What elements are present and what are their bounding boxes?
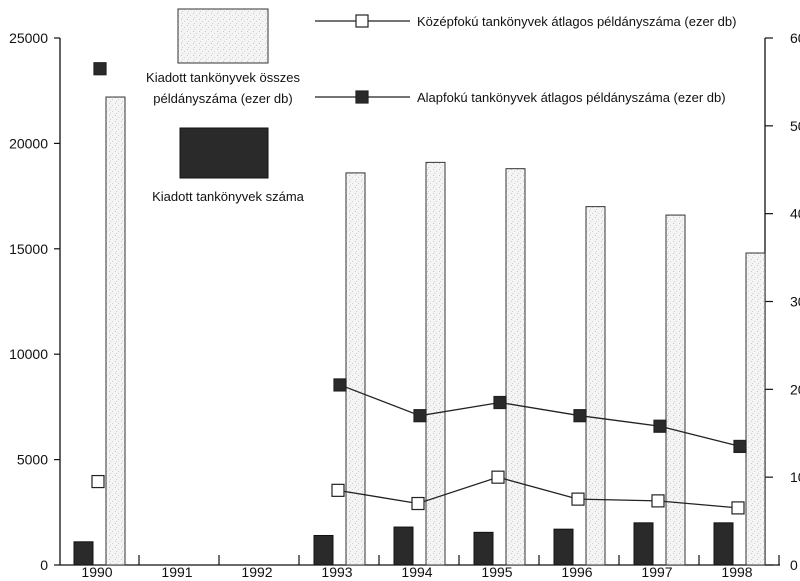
marker-primary-avg: [333, 378, 347, 392]
legend-marker-primary: [355, 90, 369, 104]
bar-total-copies: [425, 161, 446, 566]
legend-swatch-total-copies: [177, 8, 269, 64]
marker-primary-avg: [413, 409, 427, 423]
lines: [91, 62, 747, 515]
legend-label-secondary: Középfokú tankönyvek átlagos példányszám…: [417, 14, 736, 29]
x-tick-label: 1991: [161, 564, 192, 580]
bar-count: [313, 534, 334, 566]
bar-count: [393, 526, 414, 566]
marker-secondary-avg: [731, 501, 745, 515]
bar-count: [633, 522, 654, 566]
marker-secondary-avg: [571, 492, 585, 506]
legend-label-total-copies: példányszáma (ezer db): [153, 91, 292, 106]
left-tick-label: 20000: [9, 135, 48, 151]
legend-swatch-count: [179, 127, 269, 179]
marker-secondary-avg: [651, 494, 665, 508]
legend-marker-secondary: [355, 14, 369, 28]
bar-total-copies: [745, 252, 766, 566]
x-tick-label: 1990: [81, 564, 112, 580]
x-tick-label: 1998: [721, 564, 752, 580]
legend-label-total-copies: Kiadott tankönyvek összes: [146, 70, 300, 85]
bar-total-copies: [665, 214, 686, 566]
right-tick-label: 0: [790, 557, 798, 573]
marker-primary-avg: [573, 409, 587, 423]
right-tick-label: 40: [790, 206, 800, 222]
left-tick-label: 25000: [9, 30, 48, 46]
legend-label-primary: Alapfokú tankönyvek átlagos példányszáma…: [417, 90, 726, 105]
bar-total-copies: [585, 206, 606, 566]
bar-count: [473, 531, 494, 566]
right-tick-label: 10: [790, 469, 800, 485]
marker-secondary-avg: [331, 483, 345, 497]
bar-count: [73, 541, 94, 566]
marker-primary-avg: [733, 439, 747, 454]
bar-count: [553, 528, 574, 566]
bar-total-copies: [505, 168, 526, 566]
line-primary-avg: [339, 384, 741, 448]
x-tick-label: 1993: [321, 564, 352, 580]
right-tick-label: 20: [790, 381, 800, 397]
bars: [73, 96, 766, 566]
right-tick-label: 60: [790, 30, 800, 46]
legend: Kiadott tankönyvek összes példányszáma (e…: [146, 8, 736, 204]
left-tick-label: 15000: [9, 241, 48, 257]
x-tick-label: 1995: [481, 564, 512, 580]
marker-secondary-avg: [491, 470, 505, 484]
right-tick-label: 30: [790, 294, 800, 310]
marker-primary-avg: [93, 62, 107, 76]
left-tick-label: 0: [40, 557, 48, 573]
marker-secondary-avg: [411, 496, 425, 511]
x-tick-label: 1996: [561, 564, 592, 580]
bar-count: [713, 522, 734, 566]
right-tick-label: 50: [790, 118, 800, 134]
x-tick-label: 1992: [241, 564, 272, 580]
marker-secondary-avg: [91, 474, 105, 489]
marker-primary-avg: [653, 419, 667, 433]
legend-label-count: Kiadott tankönyvek száma: [152, 189, 305, 204]
bar-total-copies: [345, 172, 366, 566]
left-tick-label: 10000: [9, 346, 48, 362]
x-tick-label: 1994: [401, 564, 432, 580]
bar-total-copies: [105, 96, 126, 566]
marker-primary-avg: [493, 395, 507, 410]
left-tick-label: 5000: [17, 452, 48, 468]
x-tick-label: 1997: [641, 564, 672, 580]
axes: 0 5000 10000 15000 20000 25000 0 10 20 30 40 50 60 19…: [9, 30, 800, 580]
line-secondary-avg: [337, 476, 739, 509]
